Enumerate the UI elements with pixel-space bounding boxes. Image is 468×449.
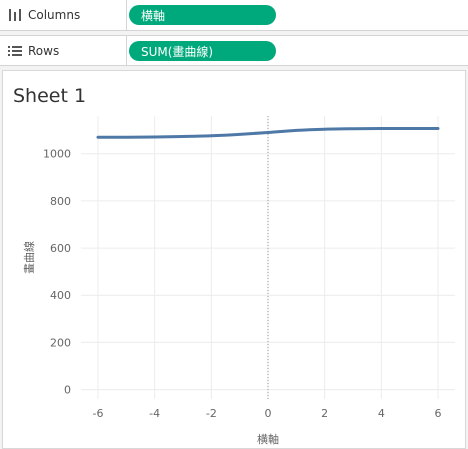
x-tick-label: 0 bbox=[265, 407, 272, 420]
y-tick-label: 200 bbox=[50, 336, 71, 349]
sheet-panel: Sheet 1 -6 -4 -2 0 2 4 6 0 200 400 600 800 1000 横軸 畫… bbox=[2, 70, 466, 449]
y-tick-label: 1000 bbox=[43, 148, 71, 161]
y-tick-label: 800 bbox=[50, 195, 71, 208]
series-layer bbox=[96, 126, 440, 139]
columns-icon bbox=[8, 9, 22, 21]
x-tick-label: -4 bbox=[149, 407, 160, 420]
y-tick-label: 0 bbox=[64, 384, 71, 397]
x-tick-label: -6 bbox=[93, 407, 104, 420]
x-tick-label: 6 bbox=[435, 407, 442, 420]
x-tick-label: 2 bbox=[321, 407, 328, 420]
rows-shelf-label: Rows bbox=[0, 36, 127, 65]
columns-shelf: Columns 横軸 bbox=[0, 0, 468, 31]
series-line[interactable] bbox=[96, 126, 440, 139]
y-tick-label: 400 bbox=[50, 289, 71, 302]
rows-shelf: Rows SUM(畫曲線) bbox=[0, 35, 468, 66]
x-tick-label: 4 bbox=[378, 407, 385, 420]
rows-label-text: Rows bbox=[28, 43, 60, 58]
line-chart: -6 -4 -2 0 2 4 6 0 200 400 600 800 1000 横軸 畫曲線 bbox=[22, 116, 455, 446]
rows-icon bbox=[8, 45, 22, 57]
x-axis-title: 横軸 bbox=[257, 432, 279, 446]
y-tick-label: 600 bbox=[50, 242, 71, 255]
y-axis-title: 畫曲線 bbox=[22, 241, 36, 274]
grid-layer bbox=[81, 116, 455, 399]
x-tick-label: -2 bbox=[206, 407, 217, 420]
axis-layer: -6 -4 -2 0 2 4 6 0 200 400 600 800 1000 bbox=[43, 148, 442, 420]
columns-pill[interactable]: 横軸 bbox=[129, 5, 276, 25]
columns-label-text: Columns bbox=[28, 8, 81, 22]
columns-shelf-label: Columns bbox=[0, 0, 127, 30]
sheet-title: Sheet 1 bbox=[13, 85, 87, 107]
rows-pill[interactable]: SUM(畫曲線) bbox=[129, 41, 276, 61]
